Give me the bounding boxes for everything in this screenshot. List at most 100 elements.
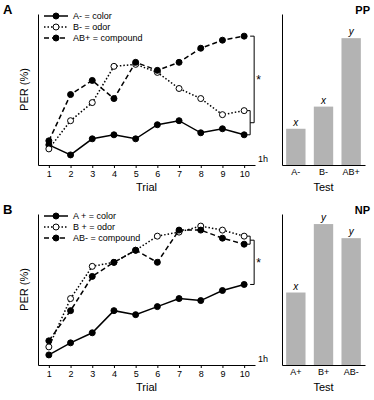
x-axis-title: Test — [313, 181, 333, 193]
x-tick-mark — [92, 365, 93, 368]
plot-area — [46, 223, 247, 358]
point — [68, 152, 74, 158]
point — [176, 85, 182, 91]
legend-label: AB+ = compound — [73, 33, 143, 43]
legend-label: AB- = compound — [73, 233, 140, 243]
group-letter: y — [348, 226, 355, 237]
x-tick-mark — [71, 365, 72, 368]
x-tick-label: 3 — [90, 169, 95, 179]
point — [133, 136, 139, 142]
x-tick-mark — [222, 365, 223, 368]
x-tick: 6 — [155, 165, 160, 179]
legend: A- = colorB- = odorAB+ = compound — [44, 11, 143, 43]
y-axis-title: PER (%) — [18, 268, 30, 311]
point — [89, 263, 95, 269]
point — [176, 227, 182, 233]
x-tick-label: A- — [291, 167, 300, 177]
x-tick-label: 8 — [199, 169, 204, 179]
point — [176, 59, 182, 65]
point — [46, 146, 52, 152]
y-axis — [38, 215, 39, 366]
legend-marker — [53, 213, 59, 219]
series-line — [49, 64, 244, 149]
x-tick-label: 4 — [112, 369, 117, 379]
x-tick-label: 10 — [240, 169, 250, 179]
x-tick-label: 4 — [112, 169, 117, 179]
point — [89, 100, 95, 106]
point — [111, 308, 117, 314]
point — [154, 122, 160, 128]
point — [133, 312, 139, 318]
x-tick-label: 6 — [155, 369, 160, 379]
point — [241, 233, 247, 239]
x-axis-title: Test — [313, 381, 333, 393]
x-tick-label: A+ — [290, 367, 301, 377]
x-tick-label: 6 — [155, 169, 160, 179]
point — [154, 233, 160, 239]
point — [219, 288, 225, 294]
x-axis-title: Trial — [136, 181, 157, 193]
point — [241, 108, 247, 114]
point — [154, 304, 160, 310]
x-tick-mark — [179, 165, 180, 168]
point — [176, 296, 182, 302]
x-tick-mark — [71, 165, 72, 168]
x-tick-mark — [49, 165, 50, 168]
group-letter: x — [292, 281, 299, 292]
bar — [286, 129, 305, 165]
group-letter: x — [292, 117, 299, 128]
x-tick: 8 — [199, 365, 204, 379]
point — [219, 126, 225, 132]
bar-chart: A+B+AB-Testxyy1h — [258, 212, 366, 393]
legend-label: B- = odor — [73, 22, 110, 32]
interval-label: 1h — [258, 354, 268, 364]
point — [111, 259, 117, 265]
x-tick: 4 — [112, 165, 117, 179]
plot-area — [46, 33, 247, 158]
x-tick-mark — [244, 365, 245, 368]
point — [198, 298, 204, 304]
x-tick-mark — [157, 165, 158, 168]
point — [133, 247, 139, 253]
x-tick-label: AB- — [344, 367, 359, 377]
group-letter: x — [320, 95, 327, 106]
group-letter: y — [348, 26, 355, 37]
significance-bracket — [247, 36, 254, 135]
point — [198, 45, 204, 51]
point — [89, 77, 95, 83]
sub-bracket — [247, 111, 250, 135]
panel-title: PP — [355, 4, 370, 16]
axis-line — [283, 165, 366, 166]
x-tick: B- — [319, 165, 328, 177]
x-tick-mark — [136, 365, 137, 368]
interval-label: 1h — [258, 154, 268, 164]
point — [89, 330, 95, 336]
point — [111, 132, 117, 138]
axis-line — [282, 15, 283, 166]
x-tick-label: 2 — [69, 369, 74, 379]
point — [219, 112, 225, 118]
point — [219, 227, 225, 233]
point — [68, 308, 74, 314]
x-tick: 9 — [220, 165, 225, 179]
x-tick: 7 — [177, 165, 182, 179]
x-tick-mark — [136, 165, 137, 168]
x-tick-label: 5 — [134, 369, 139, 379]
axis-line — [282, 215, 283, 366]
line-chart: 12345678910TrialPER (%)BNPA + = colorB +… — [3, 202, 370, 393]
series-line — [49, 121, 244, 155]
x-tick-label: 7 — [177, 369, 182, 379]
legend-marker — [53, 224, 59, 230]
point — [198, 130, 204, 136]
x-tick-mark — [201, 365, 202, 368]
x-tick: 3 — [90, 165, 95, 179]
series-line — [49, 284, 244, 354]
point — [68, 340, 74, 346]
legend-marker — [53, 235, 59, 241]
point — [111, 63, 117, 69]
figure: 12345678910TrialPER (%)APPA- = colorB- =… — [0, 0, 374, 400]
x-tick: A+ — [290, 365, 301, 377]
axis-line — [38, 215, 39, 366]
axis-line — [283, 365, 366, 366]
y-axis-title: PER (%) — [18, 68, 30, 111]
